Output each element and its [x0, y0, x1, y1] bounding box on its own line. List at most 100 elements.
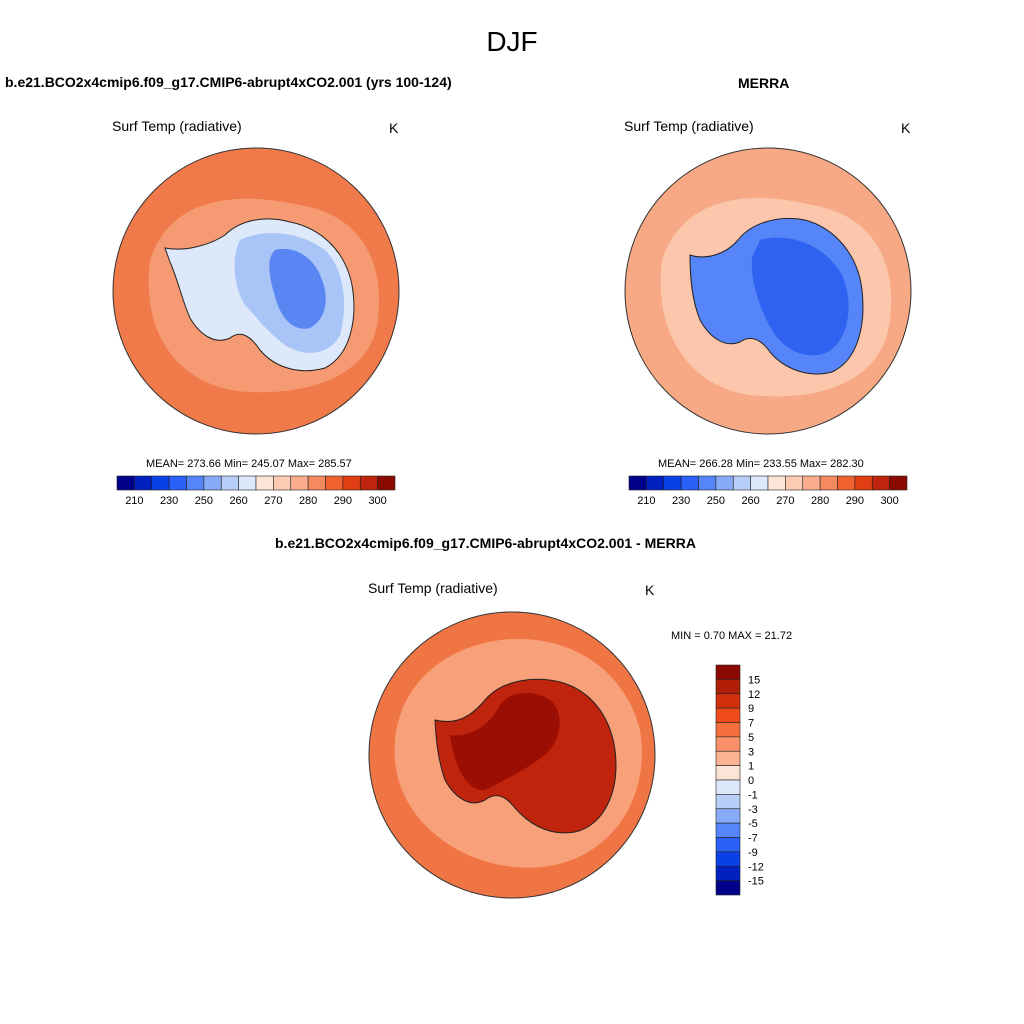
diff-colorbar-tick-label: -12 [748, 861, 764, 873]
obs-colorbar-cell [698, 475, 717, 491]
obs-colorbar-cell [889, 475, 908, 491]
model-colorbar-cell [273, 475, 292, 491]
model-map [113, 148, 399, 434]
obs-colorbar-cell [767, 475, 786, 491]
model-colorbar-cell [377, 475, 396, 491]
diff-units: K [645, 582, 655, 598]
diff-colorbar-tick-label: -5 [748, 818, 758, 830]
obs-colorbar-tick-label: 280 [811, 495, 829, 507]
model-map-border [112, 147, 400, 435]
model-units: K [389, 120, 399, 136]
model-colorbar-tick-label: 260 [229, 495, 247, 507]
diff-field-label: Surf Temp (radiative) [368, 580, 498, 596]
obs-panel-title: MERRA [738, 75, 790, 91]
obs-colorbar-cell [628, 475, 647, 491]
diff-stats: MIN = 0.70 MAX = 21.72 [671, 630, 793, 642]
season-title: DJF [486, 26, 538, 57]
obs-colorbar-cell [680, 475, 699, 491]
model-colorbar-cell [186, 475, 205, 491]
model-colorbar-cell [116, 475, 135, 491]
obs-colorbar-tick-label: 290 [846, 495, 864, 507]
model-colorbar: 210 230 250 260 270 280 290 300 [116, 475, 396, 507]
obs-colorbar-cell [646, 475, 665, 491]
obs-colorbar-tick-label: 250 [707, 495, 725, 507]
model-colorbar-cell [168, 475, 187, 491]
obs-colorbar-tick-label: 260 [741, 495, 759, 507]
obs-colorbar-tick-label: 270 [776, 495, 794, 507]
diff-colorbar-cell [715, 707, 741, 723]
diff-colorbar-cell [715, 837, 741, 853]
diff-colorbar-tick-label: -7 [748, 833, 758, 845]
obs-colorbar-tick-label: 230 [672, 495, 690, 507]
diff-colorbar-cell [715, 880, 741, 896]
model-colorbar-cell [307, 475, 326, 491]
diff-colorbar-cell [715, 851, 741, 867]
diff-colorbar-cell [715, 865, 741, 881]
obs-colorbar-cell [785, 475, 804, 491]
diff-colorbar-cell [715, 679, 741, 695]
obs-antarctica-plateau [751, 237, 849, 356]
obs-colorbar-cell [819, 475, 838, 491]
diff-colorbar-cell [715, 722, 741, 738]
diff-colorbar-tick-label: -9 [748, 847, 758, 859]
model-colorbar-tick-label: 280 [299, 495, 317, 507]
model-field-label: Surf Temp (radiative) [112, 118, 242, 134]
diff-colorbar-cell [715, 750, 741, 766]
diff-colorbar-cell [715, 779, 741, 795]
diff-colorbar: 15 12 9 7 5 3 1 0 -1 -3 -5 -7 -9 -12 -15 [715, 664, 764, 896]
model-colorbar-cell [203, 475, 222, 491]
model-colorbar-cell [220, 475, 239, 491]
obs-field-label: Surf Temp (radiative) [624, 118, 754, 134]
obs-colorbar-cell [750, 475, 769, 491]
obs-map-border [624, 147, 912, 435]
model-colorbar-cell [290, 475, 309, 491]
obs-colorbar-cell [732, 475, 751, 491]
obs-colorbar-tick-label: 210 [637, 495, 655, 507]
diff-colorbar-tick-label: 7 [748, 718, 754, 730]
diff-colorbar-cell [715, 794, 741, 810]
diff-colorbar-tick-label: 5 [748, 732, 754, 744]
diff-colorbar-tick-label: 9 [748, 703, 754, 715]
diff-colorbar-tick-label: -15 [748, 876, 764, 888]
diff-colorbar-cell [715, 822, 741, 838]
obs-colorbar: 210 230 250 260 270 280 290 300 [628, 475, 908, 507]
diff-colorbar-tick-label: 0 [748, 775, 754, 787]
obs-colorbar-tick-label: 300 [880, 495, 898, 507]
obs-colorbar-cell [854, 475, 873, 491]
diff-colorbar-tick-label: 12 [748, 689, 760, 701]
model-panel-title: b.e21.BCO2x4cmip6.f09_g17.CMIP6-abrupt4x… [5, 74, 452, 90]
model-colorbar-cell [359, 475, 378, 491]
model-antarctica-plateau [269, 248, 326, 329]
obs-stats: MEAN= 266.28 Min= 233.55 Max= 282.30 [658, 458, 864, 470]
diff-colorbar-tick-label: 15 [748, 674, 760, 686]
model-colorbar-cell [134, 475, 153, 491]
obs-colorbar-cell [871, 475, 890, 491]
diff-colorbar-cell [715, 808, 741, 824]
obs-map [625, 148, 911, 434]
model-stats: MEAN= 273.66 Min= 245.07 Max= 285.57 [146, 458, 352, 470]
diff-colorbar-tick-label: -1 [748, 789, 758, 801]
diff-colorbar-tick-label: -3 [748, 804, 758, 816]
diff-map-border [368, 611, 656, 899]
diff-map [369, 612, 655, 898]
diff-panel-title: b.e21.BCO2x4cmip6.f09_g17.CMIP6-abrupt4x… [275, 535, 696, 551]
obs-colorbar-cell [837, 475, 856, 491]
obs-units: K [901, 120, 911, 136]
model-colorbar-cell [325, 475, 344, 491]
model-colorbar-tick-label: 270 [264, 495, 282, 507]
diff-colorbar-cell [715, 693, 741, 709]
diff-colorbar-cell [715, 664, 741, 680]
model-colorbar-tick-label: 210 [125, 495, 143, 507]
model-colorbar-tick-label: 230 [160, 495, 178, 507]
diff-antarctica-core [450, 693, 560, 791]
model-colorbar-cell [255, 475, 274, 491]
obs-colorbar-cell [802, 475, 821, 491]
obs-colorbar-cell [663, 475, 682, 491]
model-colorbar-tick-label: 290 [334, 495, 352, 507]
model-colorbar-cell [342, 475, 361, 491]
model-colorbar-cell [238, 475, 257, 491]
diff-colorbar-cell [715, 736, 741, 752]
model-colorbar-tick-label: 300 [368, 495, 386, 507]
diff-colorbar-tick-label: 3 [748, 746, 754, 758]
